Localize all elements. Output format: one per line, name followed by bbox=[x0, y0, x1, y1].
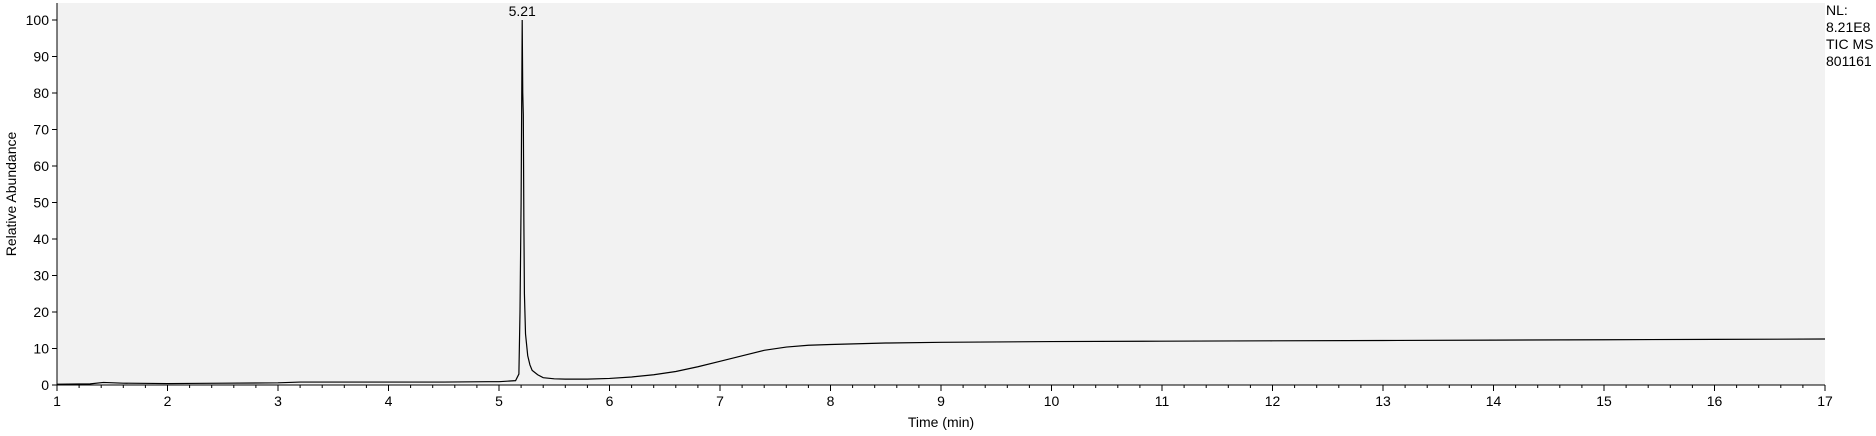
y-tick-label: 80 bbox=[33, 85, 49, 101]
x-tick-label: 14 bbox=[1486, 393, 1502, 409]
x-tick-label: 7 bbox=[716, 393, 724, 409]
y-tick-label: 90 bbox=[33, 49, 49, 65]
y-tick-label: 30 bbox=[33, 268, 49, 284]
y-tick-label: 50 bbox=[33, 195, 49, 211]
scan-filter: TIC MS bbox=[1826, 36, 1874, 52]
side-info-panel: NL: 8.21E8 TIC MS 801161 bbox=[1826, 2, 1873, 70]
x-tick-label: 16 bbox=[1707, 393, 1723, 409]
y-tick-label: 10 bbox=[33, 341, 49, 357]
peak-annotations: 5.21 bbox=[509, 3, 536, 19]
x-tick-label: 10 bbox=[1044, 393, 1060, 409]
x-tick-label: 2 bbox=[164, 393, 172, 409]
sample-id: 801161 bbox=[1826, 53, 1872, 69]
y-tick-label: 0 bbox=[41, 377, 49, 393]
tic-trace bbox=[56, 19, 1826, 385]
x-axis-title: Time (min) bbox=[908, 414, 974, 430]
x-tick-label: 12 bbox=[1265, 393, 1281, 409]
plot-area bbox=[57, 3, 1825, 385]
x-axis-ticks: 1 2 3 4 5 6 7 8 9 10 11 12 13 14 15 16 17 bbox=[53, 385, 1833, 409]
y-axis-ticks: 0 10 20 30 40 50 60 70 80 90 100 bbox=[26, 12, 57, 393]
x-tick-label: 5 bbox=[495, 393, 503, 409]
x-tick-label: 3 bbox=[274, 393, 282, 409]
x-tick-label: 4 bbox=[385, 393, 393, 409]
y-tick-label: 100 bbox=[26, 12, 50, 28]
x-tick-label: 9 bbox=[937, 393, 945, 409]
y-axis-title: Relative Abundance bbox=[3, 132, 19, 257]
x-tick-label: 17 bbox=[1817, 393, 1833, 409]
x-tick-label: 1 bbox=[53, 393, 61, 409]
x-tick-label: 11 bbox=[1155, 393, 1170, 409]
y-tick-label: 20 bbox=[33, 304, 49, 320]
x-tick-label: 13 bbox=[1375, 393, 1391, 409]
y-tick-label: 70 bbox=[33, 122, 49, 138]
y-tick-label: 60 bbox=[33, 158, 49, 174]
nl-label: NL: bbox=[1826, 2, 1848, 18]
x-tick-label: 15 bbox=[1596, 393, 1612, 409]
peak-label: 5.21 bbox=[509, 3, 536, 19]
x-tick-label: 6 bbox=[606, 393, 614, 409]
y-tick-label: 40 bbox=[33, 231, 49, 247]
x-tick-label: 8 bbox=[827, 393, 835, 409]
nl-value: 8.21E8 bbox=[1826, 19, 1871, 35]
